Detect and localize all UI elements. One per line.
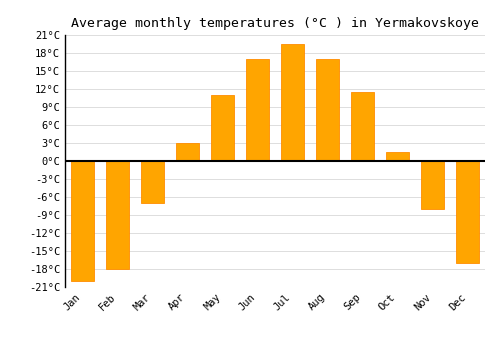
Bar	[386, 152, 409, 161]
Bar	[351, 92, 374, 161]
Title: Average monthly temperatures (°C ) in Yermakovskoye: Average monthly temperatures (°C ) in Ye…	[71, 17, 479, 30]
Bar	[211, 95, 234, 161]
Bar	[176, 143, 199, 161]
Bar	[281, 44, 304, 161]
Bar	[71, 161, 94, 281]
Bar	[141, 161, 164, 203]
Bar	[106, 161, 129, 269]
Bar	[456, 161, 479, 263]
Bar	[421, 161, 444, 209]
Bar	[246, 59, 269, 161]
Bar	[316, 59, 339, 161]
